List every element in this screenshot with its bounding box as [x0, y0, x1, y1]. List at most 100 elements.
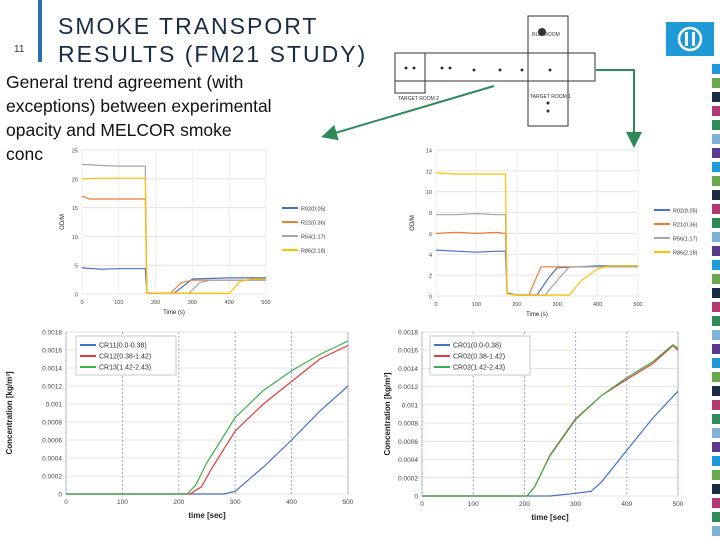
logo-mark-icon	[677, 26, 703, 52]
y-tick-label: 0.0016	[42, 348, 62, 355]
stripe-segment	[712, 330, 720, 340]
x-tick-label: 200	[519, 501, 530, 508]
plot-area	[81, 149, 267, 295]
x-tick-label: 100	[114, 300, 123, 306]
x-tick-label: 100	[472, 302, 481, 308]
stripe-segment	[712, 176, 720, 186]
stripe-segment	[712, 498, 720, 508]
x-tick-label: 300	[230, 499, 241, 506]
stripe-segment	[712, 120, 720, 130]
x-tick-label: 0	[64, 499, 68, 506]
stripe-segment	[712, 316, 720, 326]
chart-opacity-left: 0 5 10 15 20 25 0 100 200 300 400 500 Time (s) OD/M R0…	[56, 138, 344, 322]
legend-label: R22(0.36)	[301, 221, 326, 227]
stripe-segment	[712, 134, 720, 144]
schematic-sensors	[404, 28, 552, 113]
legend-label: R21(0.36)	[673, 223, 698, 229]
x-tick-label: 0	[420, 501, 424, 508]
y-tick-label: 15	[72, 206, 78, 212]
legend-label: CR12(0.38-1.42)	[99, 354, 151, 361]
x-axis-label: Time (s)	[163, 310, 185, 316]
y-tick-label: 0.0018	[42, 330, 62, 337]
chart-opacity-right: 0 2 4 6 8 10 12 14 0 100 200 300 400 500 Time (s) OD/M R…	[406, 140, 706, 320]
schematic-label-target-room-1: TARGET ROOM 1	[530, 94, 571, 100]
y-tick-label: 20	[72, 177, 78, 183]
slide-number: 11	[14, 44, 25, 55]
x-tick-label: 500	[343, 499, 354, 506]
x-axis-label: time [sec]	[531, 513, 569, 522]
x-tick-label: 300	[188, 300, 197, 306]
y-tick-label: 0.0016	[398, 348, 418, 355]
y-tick-label: 0	[58, 492, 62, 499]
legend-label: R54(1.17)	[301, 235, 326, 241]
schematic-label-target-room-2: TARGET ROOM 2	[398, 96, 439, 102]
stripe-segment	[712, 386, 720, 396]
stripe-segment	[712, 442, 720, 452]
y-tick-label: 0.0002	[398, 475, 418, 482]
y-tick-label: 0.0014	[398, 366, 418, 373]
series-line	[422, 390, 679, 497]
stripe-segment	[712, 218, 720, 228]
stripe-segment	[712, 162, 720, 172]
body-line-4: conc	[6, 144, 43, 164]
stripe-segment	[712, 484, 720, 494]
y-tick-label: 0.0014	[42, 366, 62, 373]
x-tick-label: 500	[673, 501, 684, 508]
series-line	[66, 344, 349, 495]
y-tick-label: 0	[75, 293, 78, 299]
legend-label: CR11(0.0-0.38)	[99, 343, 147, 350]
y-tick-label: 0.0012	[398, 384, 418, 391]
x-tick-label: 100	[468, 501, 479, 508]
legend-label: R02(0.05)	[673, 209, 698, 215]
stripe-segment	[712, 232, 720, 242]
x-tick-label: 400	[286, 499, 297, 506]
legend-label: CR13(1.42-2.43)	[99, 365, 151, 372]
x-tick-label: 0	[434, 302, 437, 308]
legend-label: R86(2.18)	[301, 249, 326, 255]
x-tick-label: 200	[512, 302, 521, 308]
stripe-segment	[712, 456, 720, 466]
body-line-2: exceptions) between experimental	[6, 96, 272, 116]
series-line	[66, 385, 349, 495]
body-line-3: opacity and MELCOR smoke	[6, 120, 232, 140]
y-tick-label: 0.001	[402, 402, 419, 409]
schematic-run-room-column	[527, 15, 569, 127]
title-accent-bar	[38, 0, 42, 62]
y-tick-label: 25	[72, 149, 78, 155]
plot-area	[435, 149, 639, 297]
stripe-segment	[712, 428, 720, 438]
stripe-segment	[712, 92, 720, 102]
stripe-segment	[712, 512, 720, 522]
chart-concentration-right: 0 0.0002 0.0004 0.0006 0.0008 0.001 0.0012 0.00…	[378, 324, 690, 524]
legend-label: R02(0.05)	[301, 207, 326, 213]
stripe-segment	[712, 64, 720, 74]
series-line	[435, 172, 638, 296]
y-tick-label: 8	[429, 211, 432, 217]
y-tick-label: 0.0004	[42, 456, 62, 463]
stripe-segment	[712, 302, 720, 312]
x-tick-label: 500	[261, 300, 270, 306]
stripe-segment	[712, 260, 720, 270]
stripe-segment	[712, 288, 720, 298]
y-tick-label: 0	[414, 494, 418, 501]
y-tick-label: 0.0002	[42, 474, 62, 481]
body-text: General trend agreement (with exceptions…	[6, 70, 326, 166]
y-axis-label: OD/M	[410, 215, 416, 231]
y-tick-label: 0.001	[46, 402, 63, 409]
y-tick-label: 0.0008	[42, 420, 62, 427]
x-tick-label: 200	[173, 499, 184, 506]
schematic-target-room-2	[394, 52, 426, 94]
stripe-segment	[712, 148, 720, 158]
stripe-segment	[712, 78, 720, 88]
x-tick-label: 400	[593, 302, 602, 308]
stripe-segment	[712, 190, 720, 200]
stripe-segment	[712, 470, 720, 480]
stripe-segment	[712, 400, 720, 410]
y-tick-label: 6	[429, 232, 432, 238]
x-tick-label: 200	[151, 300, 160, 306]
x-tick-label: 300	[553, 302, 562, 308]
legend-label: CR01(0.0-0.38)	[453, 343, 501, 350]
room-schematic: RUN ROOM TARGET ROOM 2 TARGET ROOM 1	[394, 15, 596, 127]
y-tick-label: 10	[72, 235, 78, 241]
title-line-1: SMOKE TRANSPORT	[58, 13, 319, 39]
